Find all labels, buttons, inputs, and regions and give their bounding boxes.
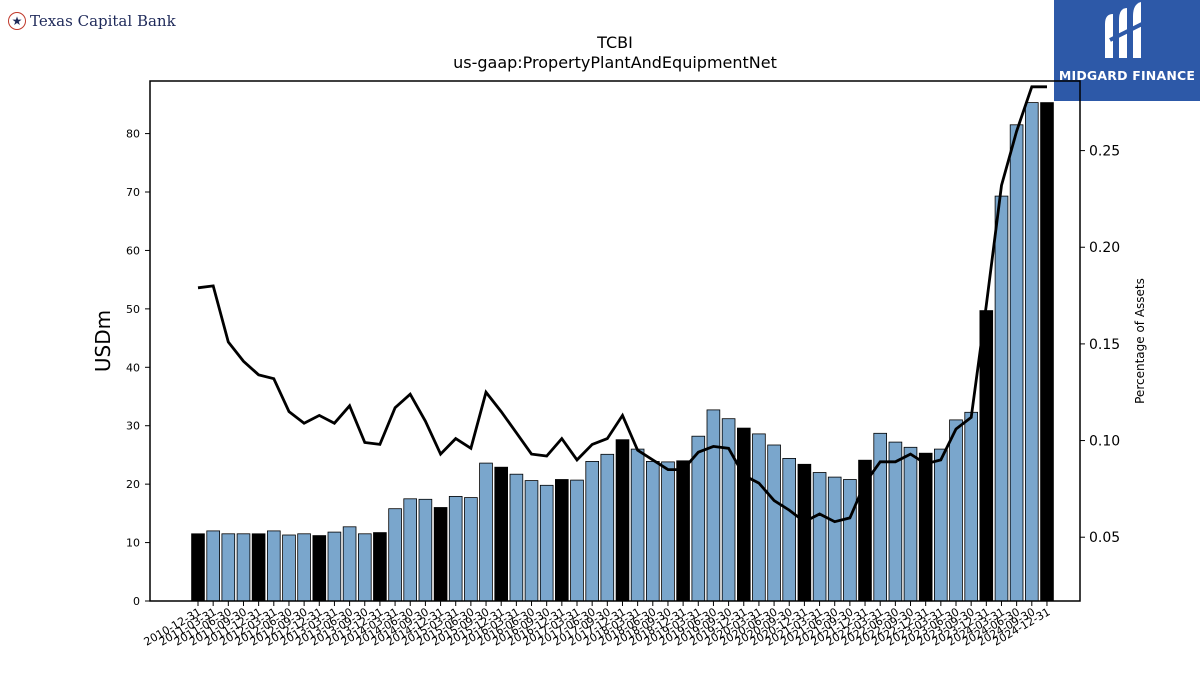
- bar-2015-06-30: [464, 497, 478, 602]
- bar-2020-03-31: [752, 433, 766, 602]
- plot-frame: [149, 80, 1081, 602]
- midgard-m-icon: [1105, 2, 1147, 58]
- bar-2023-03-31: [934, 448, 948, 602]
- y2-tick-label: 0.20: [1089, 240, 1120, 256]
- percentage-of-assets-line: [197, 85, 1047, 524]
- midgard-finance-logo: MIDGARD FINANCE: [1054, 0, 1200, 101]
- y2-tick-label: 0.05: [1089, 530, 1120, 546]
- y-tick-label: 30: [126, 420, 140, 433]
- logo-left-text: Texas Capital Bank: [30, 12, 176, 30]
- bar-2023-09-30: [964, 411, 978, 602]
- bar-2013-09-30: [357, 533, 372, 602]
- bar-2010-12-31: [191, 533, 205, 602]
- bar-2011-03-31: [206, 530, 221, 602]
- bar-2014-06-30: [403, 498, 417, 602]
- bar-2018-09-30: [661, 461, 675, 602]
- bar-2015-12-31: [494, 466, 508, 602]
- bar-2014-12-31: [433, 507, 448, 602]
- bar-2024-06-30: [1009, 124, 1024, 602]
- chart-subtitle: us-gaap:PropertyPlantAndEquipmentNet: [453, 53, 777, 72]
- y-axis-right: 0.05 0.10 0.15 0.20 0.25: [1080, 144, 1120, 546]
- bar-2012-06-30: [282, 534, 296, 602]
- bar-2022-06-30: [888, 441, 903, 602]
- y-tick-label: 0: [133, 595, 140, 608]
- chart-title: TCBI: [596, 33, 633, 52]
- y-axis-label: USDm: [91, 310, 115, 372]
- texas-capital-bank-logo: ★ Texas Capital Bank: [8, 12, 176, 30]
- bar-2017-09-30: [600, 453, 615, 602]
- bar-2019-12-31: [737, 427, 751, 602]
- bar-2016-12-31: [555, 479, 569, 602]
- bar-2022-09-30: [903, 446, 918, 602]
- bar-2018-03-31: [630, 448, 645, 602]
- logo-right-text: MIDGARD FINANCE: [1058, 68, 1196, 83]
- bar-2024-12-31: [1040, 102, 1054, 602]
- line-series: [197, 85, 1047, 524]
- y-tick-label: 10: [126, 537, 140, 550]
- bar-2012-03-31: [266, 530, 281, 602]
- bar-2011-09-30: [236, 533, 251, 602]
- bar-series: [191, 102, 1054, 602]
- bar-2020-09-30: [782, 457, 796, 602]
- y-tick-label: 70: [126, 186, 140, 199]
- bar-2018-12-31: [676, 460, 690, 602]
- bar-2018-06-30: [646, 460, 660, 602]
- x-axis: 2010-12-312011-03-312011-06-302011-09-30…: [142, 601, 1053, 649]
- bar-2017-06-30: [585, 460, 599, 602]
- y2-tick-label: 0.25: [1089, 144, 1120, 160]
- bar-2021-03-31: [812, 472, 827, 602]
- bar-2020-12-31: [797, 463, 812, 602]
- bar-2011-12-31: [251, 533, 266, 602]
- bar-2016-06-30: [524, 480, 539, 602]
- bar-2021-09-30: [843, 479, 857, 602]
- y2-tick-label: 0.15: [1089, 337, 1120, 353]
- bar-2012-12-31: [312, 535, 327, 602]
- y-tick-label: 20: [126, 478, 140, 491]
- bar-2016-09-30: [539, 484, 554, 602]
- bar-2011-06-30: [221, 533, 236, 602]
- star-seal-icon: ★: [8, 12, 26, 30]
- bar-2015-09-30: [479, 462, 493, 602]
- bar-2016-03-31: [509, 473, 524, 602]
- bar-2019-09-30: [721, 418, 736, 602]
- bar-2022-03-31: [873, 432, 887, 602]
- y-tick-label: 50: [126, 303, 140, 316]
- bar-2023-06-30: [949, 419, 963, 602]
- y-axis-left: 0 10 20 30 40 50 60 70 80: [126, 128, 150, 608]
- y-tick-label: 40: [126, 361, 140, 374]
- bar-2021-06-30: [827, 476, 842, 602]
- y-tick-label: 80: [126, 128, 140, 141]
- y2-tick-label: 0.10: [1089, 434, 1120, 450]
- bar-2017-12-31: [615, 439, 630, 602]
- bar-2024-09-30: [1025, 102, 1039, 602]
- bar-2020-06-30: [767, 444, 781, 602]
- bar-2024-03-31: [994, 195, 1009, 602]
- y2-axis-label: Percentage of Assets: [1133, 278, 1147, 404]
- bar-2019-03-31: [691, 435, 706, 602]
- bar-2019-06-30: [706, 409, 721, 602]
- bar-2013-06-30: [342, 526, 357, 602]
- bar-2012-09-30: [297, 533, 311, 602]
- bar-2017-03-31: [570, 479, 584, 602]
- bar-2014-03-31: [388, 508, 402, 602]
- y-tick-label: 60: [126, 244, 140, 257]
- bar-2014-09-30: [418, 498, 433, 602]
- bar-2015-03-31: [448, 495, 463, 602]
- bar-2013-12-31: [373, 532, 387, 602]
- bar-2023-12-31: [979, 310, 994, 602]
- bar-2022-12-31: [918, 452, 933, 602]
- bar-2013-03-31: [327, 531, 342, 602]
